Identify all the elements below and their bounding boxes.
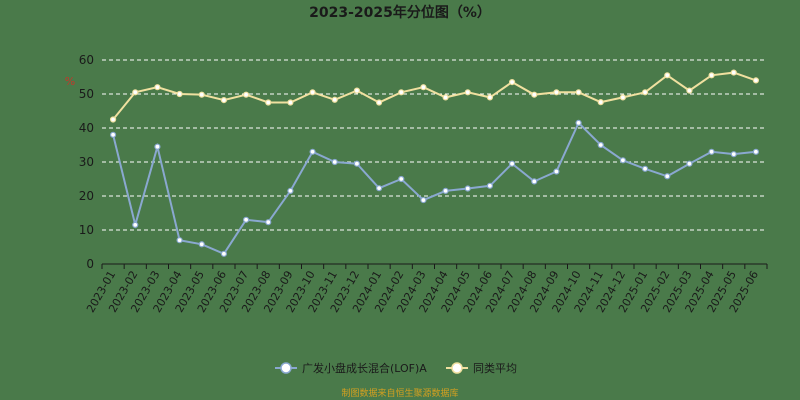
series-0-point bbox=[752, 148, 760, 155]
x-axis: 2023-012023-022023-032023-042023-052023-… bbox=[84, 263, 768, 315]
series-1-point bbox=[287, 99, 294, 106]
series-0-point bbox=[265, 219, 272, 226]
series-1-point bbox=[752, 77, 760, 84]
series-1-point bbox=[398, 89, 405, 96]
series-0-point bbox=[220, 250, 228, 257]
chart-title: 2023-2025年分位图（%） bbox=[309, 4, 491, 21]
y-axis-unit: % bbox=[65, 75, 75, 88]
series-0-point bbox=[198, 241, 205, 248]
series-line-0 bbox=[112, 121, 757, 256]
series-1-point bbox=[531, 91, 538, 98]
series-0-point bbox=[575, 119, 582, 127]
series-1-point bbox=[176, 90, 183, 98]
series-0-point bbox=[176, 237, 183, 244]
series-0-point bbox=[242, 216, 250, 223]
series-1-point bbox=[730, 69, 737, 76]
series-0-point bbox=[664, 173, 671, 180]
series-1-point bbox=[154, 84, 161, 91]
legend-marker bbox=[280, 362, 292, 374]
series-1-point bbox=[375, 99, 383, 106]
series-1-point bbox=[331, 96, 338, 103]
series-line-1 bbox=[112, 71, 757, 121]
series-0-point bbox=[486, 182, 494, 189]
series-1-point bbox=[309, 89, 316, 96]
series-0-point bbox=[641, 165, 649, 172]
series-1-point bbox=[464, 89, 471, 96]
series-1-point bbox=[198, 91, 205, 98]
series-0-point bbox=[464, 185, 471, 192]
y-tick-label: 20 bbox=[79, 189, 94, 203]
y-tick-label: 0 bbox=[86, 257, 94, 271]
series-0-point bbox=[508, 160, 516, 167]
series-0-point bbox=[420, 196, 427, 204]
legend-label: 广发小盘成长混合(LOF)A bbox=[302, 361, 427, 375]
series-1-point bbox=[265, 99, 272, 106]
series-0-point bbox=[597, 141, 604, 149]
series-1-point bbox=[353, 87, 361, 94]
series-1-point bbox=[708, 72, 715, 79]
series-0-point bbox=[154, 143, 161, 150]
series-group bbox=[109, 69, 760, 257]
series-0-point bbox=[132, 221, 139, 228]
series-0-point bbox=[375, 185, 383, 192]
series-0-point bbox=[109, 131, 117, 138]
series-0-point bbox=[686, 160, 693, 167]
legend-item-0[interactable]: 广发小盘成长混合(LOF)A bbox=[275, 361, 427, 375]
series-1-point bbox=[619, 94, 627, 101]
y-tick-label: 30 bbox=[79, 155, 94, 169]
source-note: 制图数据来自恒生聚源数据库 bbox=[341, 387, 458, 399]
legend-label: 同类平均 bbox=[473, 361, 517, 375]
series-0-point bbox=[442, 187, 449, 194]
series-1-point bbox=[420, 84, 427, 91]
series-1-point bbox=[220, 97, 228, 104]
series-1-point bbox=[109, 116, 117, 123]
series-1-point bbox=[132, 89, 139, 96]
series-1-point bbox=[486, 94, 494, 101]
series-0-point bbox=[287, 187, 294, 194]
series-0-point bbox=[553, 168, 560, 175]
legend-marker bbox=[451, 362, 463, 374]
grid-lines bbox=[102, 59, 767, 231]
series-0-point bbox=[309, 148, 316, 155]
series-1-point bbox=[641, 89, 649, 96]
series-0-point bbox=[730, 151, 737, 158]
series-1-point bbox=[575, 89, 582, 96]
series-1-point bbox=[664, 72, 671, 79]
series-1-point bbox=[442, 94, 449, 101]
y-tick-label: 60 bbox=[79, 53, 94, 67]
legend[interactable]: 广发小盘成长混合(LOF)A 同类平均 bbox=[275, 361, 517, 375]
series-1-point bbox=[553, 89, 560, 96]
y-tick-label: 40 bbox=[79, 121, 94, 135]
series-0-point bbox=[353, 160, 361, 167]
series-1-point bbox=[597, 99, 604, 106]
series-0-point bbox=[531, 178, 538, 185]
legend-item-1[interactable]: 同类平均 bbox=[446, 361, 517, 375]
series-0-point bbox=[619, 157, 627, 164]
series-0-point bbox=[398, 175, 405, 183]
y-axis-ticks: 0 10 20 30 40 50 60 bbox=[79, 53, 94, 271]
series-0-point bbox=[331, 158, 338, 166]
series-1-point bbox=[242, 91, 250, 98]
series-1-point bbox=[686, 87, 693, 94]
series-1-point bbox=[508, 78, 516, 86]
y-tick-label: 50 bbox=[79, 87, 94, 101]
series-0-point bbox=[708, 148, 715, 155]
y-tick-label: 10 bbox=[79, 223, 94, 237]
